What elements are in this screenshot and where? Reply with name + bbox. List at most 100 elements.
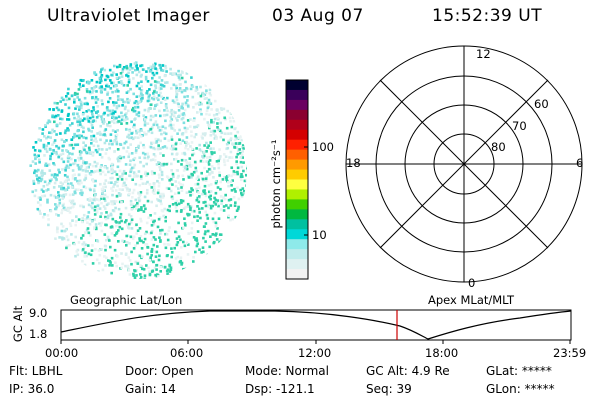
image-pixel xyxy=(87,211,91,214)
altitude-plot-frame xyxy=(60,309,572,341)
image-pixel xyxy=(86,215,90,218)
image-pixel xyxy=(100,79,103,83)
image-pixel xyxy=(223,175,226,179)
image-pixel xyxy=(204,177,208,180)
image-pixel xyxy=(114,200,118,203)
image-pixel xyxy=(121,262,124,266)
image-pixel xyxy=(145,70,148,73)
image-pixel xyxy=(196,124,200,127)
image-pixel xyxy=(229,198,233,201)
image-pixel xyxy=(120,252,123,255)
image-pixel xyxy=(224,117,227,121)
colorbar-cell xyxy=(286,239,308,250)
image-pixel xyxy=(140,64,144,67)
image-pixel xyxy=(232,170,236,173)
image-pixel xyxy=(86,80,90,84)
image-pixel xyxy=(65,149,68,152)
image-pixel xyxy=(204,179,208,182)
image-pixel xyxy=(169,189,173,193)
image-pixel xyxy=(220,131,224,135)
image-pixel xyxy=(90,130,93,133)
image-pixel xyxy=(80,103,83,107)
image-pixel xyxy=(62,144,65,148)
image-pixel xyxy=(106,77,110,80)
image-pixel xyxy=(93,196,97,200)
image-pixel xyxy=(91,112,94,116)
image-pixel xyxy=(127,268,130,272)
image-pixel xyxy=(96,110,100,113)
image-pixel xyxy=(131,178,134,181)
image-pixel xyxy=(152,66,156,70)
image-pixel xyxy=(158,254,161,258)
image-pixel xyxy=(133,123,136,127)
image-pixel xyxy=(78,82,81,86)
image-pixel xyxy=(204,204,208,208)
x-tick-label-1200: 12:00 xyxy=(298,346,332,360)
image-pixel xyxy=(198,207,201,211)
image-pixel xyxy=(143,152,147,156)
image-pixel xyxy=(180,261,184,265)
image-pixel xyxy=(184,146,187,150)
image-pixel xyxy=(174,230,177,234)
image-pixel xyxy=(162,192,165,196)
image-pixel xyxy=(170,113,174,116)
image-pixel xyxy=(47,142,50,145)
image-pixel xyxy=(215,113,219,116)
image-pixel xyxy=(90,142,93,145)
image-pixel xyxy=(132,171,136,174)
image-pixel xyxy=(45,150,49,153)
image-pixel xyxy=(100,187,104,191)
image-pixel xyxy=(141,182,145,185)
image-pixel xyxy=(227,215,230,219)
image-pixel xyxy=(122,169,126,173)
image-pixel xyxy=(88,217,92,221)
image-pixel xyxy=(161,178,164,181)
image-pixel xyxy=(107,100,110,104)
image-pixel xyxy=(230,184,233,187)
image-pixel xyxy=(120,200,123,204)
image-pixel xyxy=(197,102,200,105)
image-pixel xyxy=(92,180,95,183)
image-pixel xyxy=(116,129,119,132)
image-pixel xyxy=(190,221,194,225)
image-pixel xyxy=(128,68,132,71)
image-pixel xyxy=(125,74,128,77)
image-pixel xyxy=(111,264,114,267)
image-pixel xyxy=(155,71,159,75)
image-pixel xyxy=(212,220,216,224)
image-pixel xyxy=(165,113,169,117)
image-pixel xyxy=(175,90,178,93)
image-pixel xyxy=(137,197,141,200)
image-pixel xyxy=(158,76,161,79)
image-pixel xyxy=(220,199,224,203)
image-pixel xyxy=(73,173,76,176)
image-pixel xyxy=(110,187,113,190)
image-pixel xyxy=(190,227,194,230)
image-pixel xyxy=(203,117,206,121)
image-pixel xyxy=(128,163,132,166)
image-pixel xyxy=(139,75,143,78)
image-pixel xyxy=(146,122,150,125)
image-pixel xyxy=(56,196,59,199)
image-pixel xyxy=(76,92,79,96)
image-pixel xyxy=(81,234,85,237)
image-pixel xyxy=(152,191,155,194)
image-pixel xyxy=(61,117,64,121)
image-pixel xyxy=(149,145,153,149)
image-pixel xyxy=(127,189,131,192)
image-pixel xyxy=(158,87,162,91)
image-pixel xyxy=(115,116,118,120)
image-pixel xyxy=(133,172,136,176)
image-pixel xyxy=(215,137,218,140)
image-pixel xyxy=(171,72,175,75)
image-pixel xyxy=(70,233,73,236)
image-pixel xyxy=(166,268,170,271)
image-pixel xyxy=(124,140,128,144)
image-pixel xyxy=(106,93,109,96)
image-pixel xyxy=(202,201,205,204)
image-pixel xyxy=(207,160,210,164)
image-pixel xyxy=(131,203,135,206)
image-pixel xyxy=(153,212,157,215)
image-pixel xyxy=(150,200,153,204)
image-pixel xyxy=(136,129,140,132)
